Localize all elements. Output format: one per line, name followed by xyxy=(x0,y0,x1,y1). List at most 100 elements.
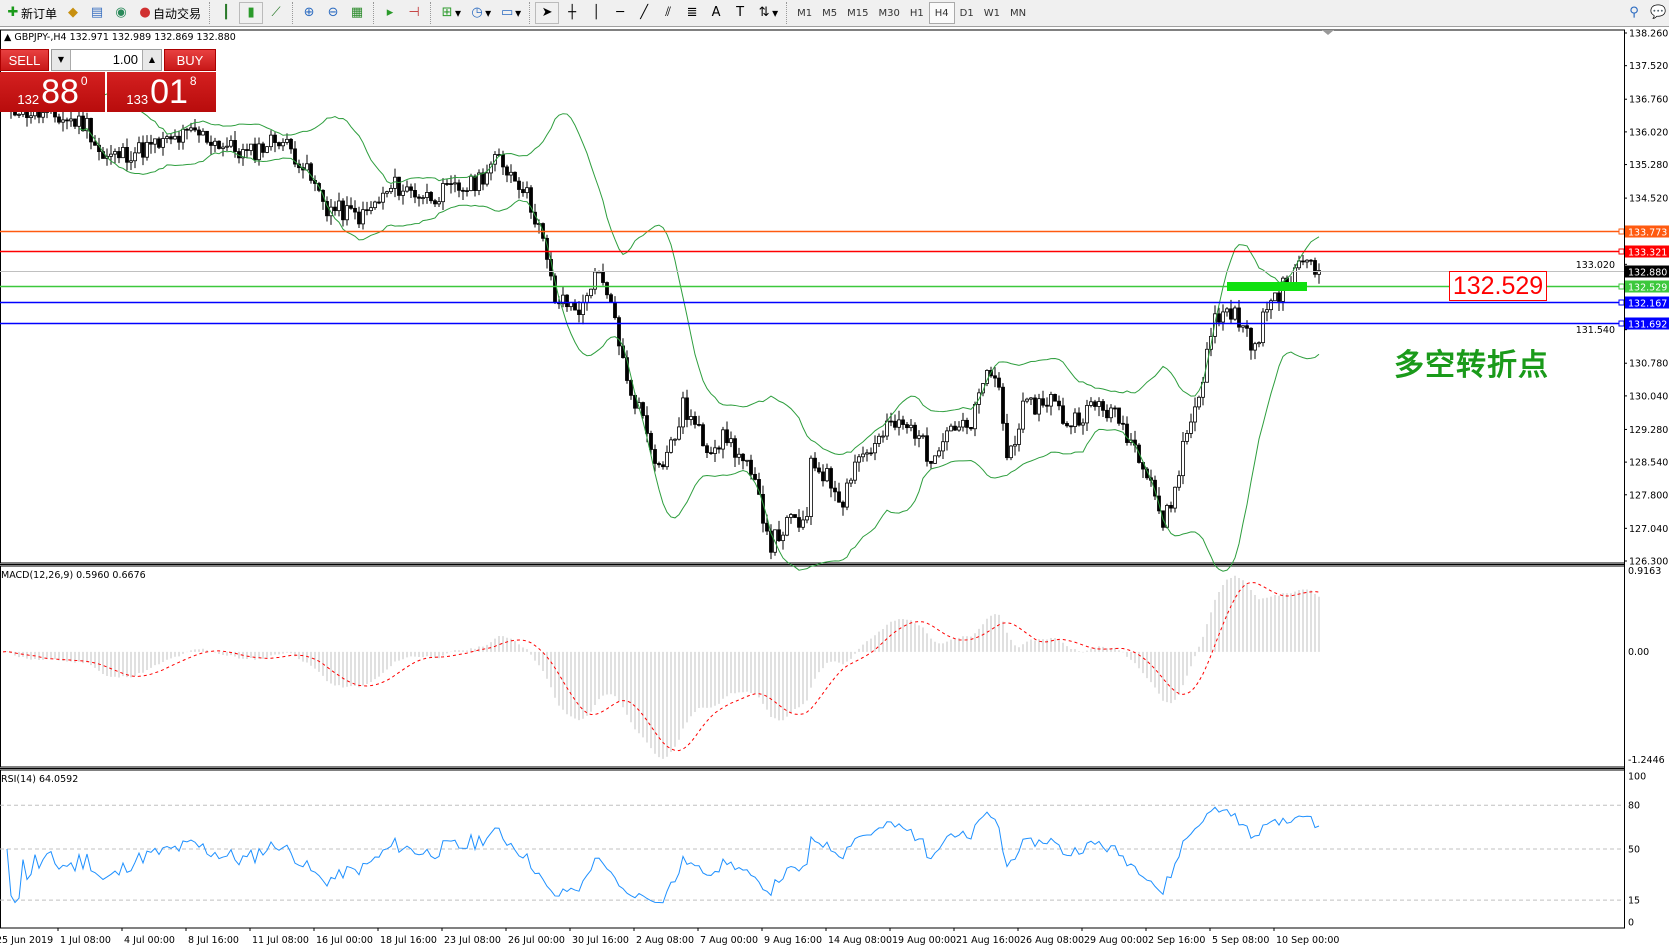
timeframe-m30[interactable]: M30 xyxy=(878,7,900,19)
timeframe-h1[interactable]: H1 xyxy=(909,7,924,19)
chart-window[interactable]: 133.773 133.321 132.880 132.529 132.167 131.6… xyxy=(0,28,1669,949)
timeframe-m5[interactable]: M5 xyxy=(822,7,838,19)
equidistant-channel-button[interactable]: ⫽ xyxy=(657,2,679,24)
bear-candle-body xyxy=(169,136,173,140)
candle xyxy=(1317,263,1321,284)
candle xyxy=(153,138,157,154)
navigator-button[interactable]: ◆ xyxy=(62,2,84,24)
candle xyxy=(345,196,349,226)
signals-button[interactable]: ◉ xyxy=(110,2,132,24)
candle xyxy=(333,201,337,216)
bull-candle-body xyxy=(1029,397,1033,400)
candle xyxy=(965,417,969,435)
buy-price-button[interactable]: 133 01 8 xyxy=(107,72,216,112)
timeframe-d1[interactable]: D1 xyxy=(959,7,974,19)
price-tick-label: 129.280 xyxy=(1629,425,1668,436)
trendline-button[interactable]: ╱ xyxy=(633,2,655,24)
crosshair-button[interactable]: ┼ xyxy=(561,2,583,24)
horizontal-line-icon: ─ xyxy=(616,5,625,20)
periods-button[interactable]: ◷ ▾ xyxy=(466,2,494,24)
horizontal-line-button[interactable]: ─ xyxy=(609,2,631,24)
candlestick-button[interactable]: ▮ xyxy=(239,2,264,24)
fibonacci-button[interactable]: ≣ xyxy=(681,2,703,24)
bull-candle-body xyxy=(1253,343,1257,351)
bull-candle-body xyxy=(785,517,789,536)
candle xyxy=(921,433,925,440)
rsi-tick-label: 100 xyxy=(1628,772,1646,783)
time-tick-label: 25 Jun 2019 xyxy=(0,935,53,946)
zoom-in-button[interactable]: ⊕ xyxy=(298,2,320,24)
timeframe-m1[interactable]: M1 xyxy=(797,7,813,19)
vertical-line-button[interactable]: │ xyxy=(585,2,607,24)
bull-candle-body xyxy=(437,201,441,205)
chart-shift-button[interactable]: ▸ xyxy=(379,2,401,24)
lot-decrease-button[interactable]: ▼ xyxy=(52,50,71,70)
bear-candle-body xyxy=(413,190,417,198)
candle xyxy=(661,461,665,470)
autoscroll-button[interactable]: ⊣ xyxy=(403,2,425,24)
candle xyxy=(577,301,581,323)
timeframe-w1[interactable]: W1 xyxy=(983,7,1000,19)
terminal-button[interactable]: ▤ xyxy=(86,2,108,24)
bull-candle-body xyxy=(941,441,945,452)
bear-candle-body xyxy=(609,294,613,303)
search-button[interactable]: ⚲ xyxy=(1623,2,1645,24)
bull-candle-body xyxy=(857,456,861,463)
candle xyxy=(261,141,265,158)
candle xyxy=(357,206,361,229)
bear-candle-body xyxy=(89,117,93,143)
bull-candle-body xyxy=(1085,405,1089,424)
candle xyxy=(397,176,401,201)
buy-price-pip: 8 xyxy=(189,74,197,88)
chat-button[interactable]: 💬 xyxy=(1647,2,1669,24)
text-button[interactable]: A xyxy=(705,2,727,24)
bull-candle-body xyxy=(1081,422,1085,426)
candle xyxy=(113,148,117,164)
new-order-button[interactable]: ✚ 新订单 xyxy=(2,2,60,24)
line-chart-button[interactable]: ⟋ xyxy=(265,2,287,24)
candle xyxy=(881,430,885,443)
indicators-button[interactable]: ⊞ ▾ xyxy=(436,2,464,24)
price-line-tag-text: 132.167 xyxy=(1628,299,1667,310)
candle xyxy=(1265,301,1269,322)
bar-chart-button[interactable]: ┃ xyxy=(215,2,237,24)
text-label-button[interactable]: T xyxy=(729,2,751,24)
bull-candle-body xyxy=(721,429,725,450)
lot-size-input[interactable]: 1.00 xyxy=(112,52,138,67)
sell-price-button[interactable]: 132 88 0 xyxy=(0,72,105,112)
bear-candle-body xyxy=(365,209,369,212)
tile-windows-button[interactable]: ▦ xyxy=(346,2,368,24)
lot-size-stepper[interactable]: ▼ 1.00 ▲ xyxy=(51,49,162,71)
bull-candle-body xyxy=(137,142,141,154)
zoom-in-icon: ⊕ xyxy=(303,5,315,20)
price-level-label[interactable]: 132.529 xyxy=(1449,271,1547,301)
candle xyxy=(377,196,381,205)
candle xyxy=(201,128,205,136)
bull-candle-body xyxy=(229,140,233,147)
timeframe-h4[interactable]: H4 xyxy=(928,2,955,24)
bull-candle-body xyxy=(109,153,113,157)
templates-button[interactable]: ▭ ▾ xyxy=(500,5,522,20)
bull-candle-body xyxy=(1221,311,1225,323)
bear-candle-body xyxy=(1249,327,1253,351)
cursor-button[interactable]: ➤ xyxy=(535,2,560,24)
sell-button[interactable]: SELL xyxy=(0,49,49,71)
buy-button[interactable]: BUY xyxy=(164,49,216,71)
macd-histogram xyxy=(6,575,1320,759)
pivot-note-text[interactable]: 多空转折点 xyxy=(1394,348,1549,383)
bear-candle-body xyxy=(1245,325,1249,329)
arrows-button[interactable]: ⇅ ▾ xyxy=(753,2,781,24)
bull-candle-body xyxy=(213,140,217,146)
time-tick-label: 2 Aug 08:00 xyxy=(636,935,694,946)
candle xyxy=(813,452,817,472)
lot-increase-button[interactable]: ▲ xyxy=(142,50,161,70)
bull-candle-body xyxy=(281,141,285,147)
timeframe-m15[interactable]: M15 xyxy=(847,7,869,19)
auto-trading-button[interactable]: ● 自动交易 xyxy=(134,2,204,24)
bear-candle-body xyxy=(197,129,201,136)
bear-candle-body xyxy=(1001,386,1005,424)
zoom-out-button[interactable]: ⊖ xyxy=(322,2,344,24)
candle xyxy=(937,447,941,458)
price-tick-label: 133.020 xyxy=(1576,260,1615,271)
timeframe-mn[interactable]: MN xyxy=(1009,7,1027,19)
